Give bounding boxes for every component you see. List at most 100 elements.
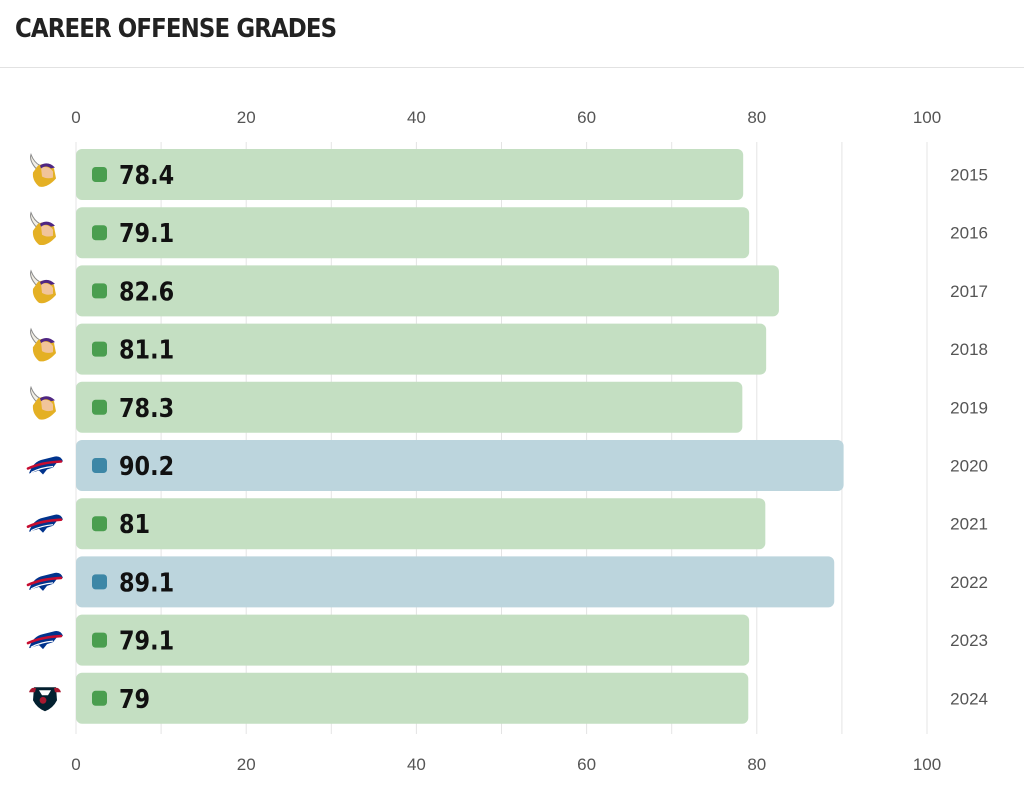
page-title: CAREER OFFENSE GRADES	[15, 14, 337, 44]
face-shape	[41, 399, 53, 412]
bar	[76, 440, 844, 491]
bar	[76, 498, 766, 550]
helmet-shape	[40, 338, 55, 344]
grade-dot	[92, 574, 107, 590]
grade-dot	[92, 399, 107, 415]
horn-shape	[30, 327, 41, 344]
x-tick-label-bottom: 80	[747, 755, 766, 774]
vikings-icon	[30, 269, 56, 304]
bar	[76, 265, 779, 317]
bar-value-label: 81.1	[119, 334, 174, 365]
bar-row: 79 2024	[29, 672, 988, 724]
year-label: 2016	[950, 224, 988, 243]
bar-row: 78.4 2015	[30, 149, 988, 200]
bar-row: 82.6 2017	[30, 265, 988, 317]
bar-value-label: 82.6	[119, 276, 174, 307]
x-tick-label-top: 20	[237, 108, 256, 127]
vikings-icon	[30, 327, 56, 362]
grade-dot	[92, 341, 107, 357]
face-shape	[41, 283, 53, 295]
bar	[76, 207, 750, 259]
star-shape	[39, 696, 47, 704]
bar-row: 89.1 2022	[26, 556, 988, 608]
grade-dot	[92, 225, 107, 241]
bar-row: 79.1 2016	[30, 207, 988, 259]
speed-stripe	[26, 634, 63, 645]
year-label: 2017	[950, 282, 988, 301]
face-shape	[41, 225, 53, 237]
bar-value-label: 89.1	[119, 567, 174, 598]
horn-shape	[30, 211, 41, 228]
vikings-icon	[30, 211, 56, 246]
bar	[76, 614, 750, 666]
bar	[76, 672, 749, 724]
bar-row: 79.1 2023	[26, 614, 988, 666]
grade-dot	[92, 516, 107, 532]
year-label: 2021	[950, 515, 988, 534]
year-label: 2024	[950, 689, 988, 708]
texans-icon	[29, 687, 61, 712]
stripe-highlight	[30, 582, 54, 590]
year-label: 2019	[950, 398, 988, 417]
helmet-shape	[40, 163, 55, 169]
bar	[76, 323, 767, 375]
bar-value-label: 79.1	[119, 625, 174, 656]
x-tick-label-top: 60	[577, 108, 596, 127]
bar-row: 81.1 2018	[30, 323, 988, 375]
horn-shape	[30, 153, 41, 170]
grade-dot	[92, 632, 107, 648]
year-label: 2018	[950, 340, 988, 359]
year-label: 2015	[950, 166, 988, 185]
x-tick-label-top: 80	[747, 108, 766, 127]
grade-dot	[92, 283, 107, 299]
stripe-highlight	[30, 465, 54, 474]
x-tick-label-top: 100	[913, 108, 941, 127]
bar-row: 81 2021	[26, 498, 988, 550]
grade-dot	[92, 458, 107, 473]
bar-row: 90.2 2020	[26, 440, 988, 491]
x-tick-label-top: 40	[407, 108, 426, 127]
x-tick-label-bottom: 20	[237, 755, 256, 774]
bar-value-label: 90.2	[119, 450, 174, 481]
stripe-highlight	[30, 640, 54, 648]
year-label: 2020	[950, 457, 988, 476]
chart-header: CAREER OFFENSE GRADES	[0, 0, 1024, 68]
axis-ticks: 0 0 20 20 40 40 60 60 80 80 100 100	[71, 108, 941, 774]
x-tick-label-top: 0	[71, 108, 80, 127]
bills-icon	[26, 630, 63, 650]
bar	[76, 149, 744, 200]
x-tick-label-bottom: 100	[913, 755, 941, 774]
helmet-shape	[40, 221, 55, 227]
bills-icon	[26, 514, 63, 533]
bar-value-label: 78.4	[119, 159, 174, 190]
speed-stripe	[26, 460, 63, 470]
horn-shape	[30, 269, 41, 286]
right-horn	[54, 687, 61, 693]
helmet-shape	[40, 396, 55, 402]
year-label: 2022	[950, 573, 988, 592]
bar-value-label: 79	[119, 683, 150, 714]
speed-stripe	[26, 518, 63, 528]
bar-row: 78.3 2019	[30, 381, 988, 433]
helmet-shape	[40, 279, 55, 285]
face-shape	[41, 341, 53, 353]
grade-dot	[92, 167, 107, 182]
vikings-icon	[30, 153, 56, 187]
bills-icon	[26, 572, 63, 591]
x-tick-label-bottom: 40	[407, 755, 426, 774]
horn-shape	[30, 385, 41, 402]
bar-value-label: 79.1	[119, 218, 174, 249]
vikings-icon	[30, 385, 56, 420]
grade-dot	[92, 690, 107, 706]
stripe-highlight	[30, 524, 54, 532]
bar	[76, 381, 743, 433]
bar-value-label: 81	[119, 509, 150, 540]
left-horn	[29, 687, 36, 693]
x-tick-label-bottom: 0	[71, 755, 80, 774]
x-tick-label-bottom: 60	[577, 755, 596, 774]
speed-stripe	[26, 576, 63, 587]
bar-value-label: 78.3	[119, 392, 174, 423]
face-shape	[41, 167, 53, 179]
bills-icon	[26, 456, 63, 475]
